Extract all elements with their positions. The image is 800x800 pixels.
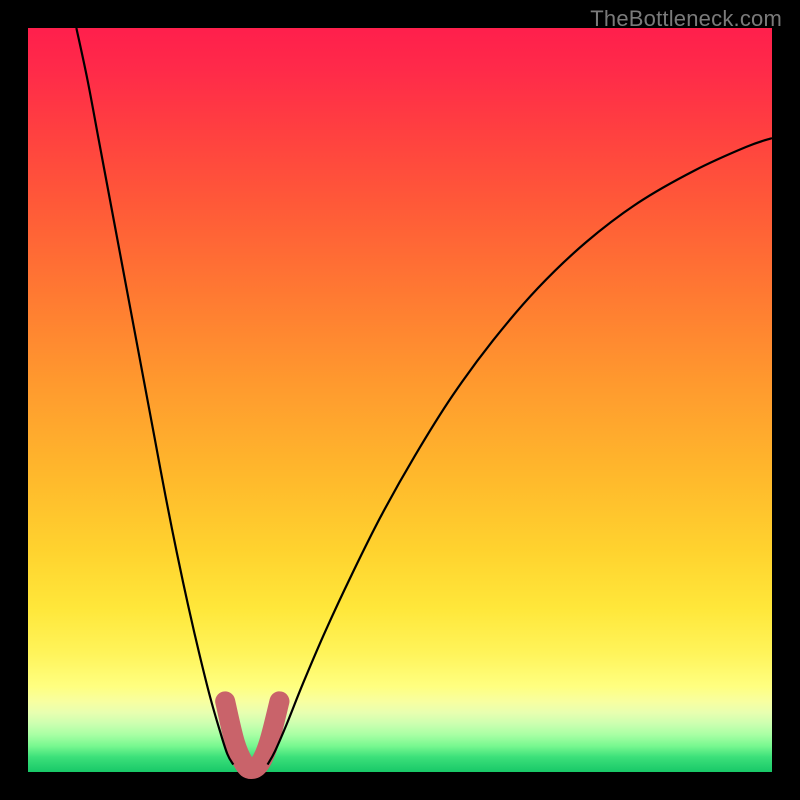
watermark-text: TheBottleneck.com xyxy=(590,6,782,32)
bottleneck-chart xyxy=(0,0,800,800)
plot-background xyxy=(28,28,772,772)
